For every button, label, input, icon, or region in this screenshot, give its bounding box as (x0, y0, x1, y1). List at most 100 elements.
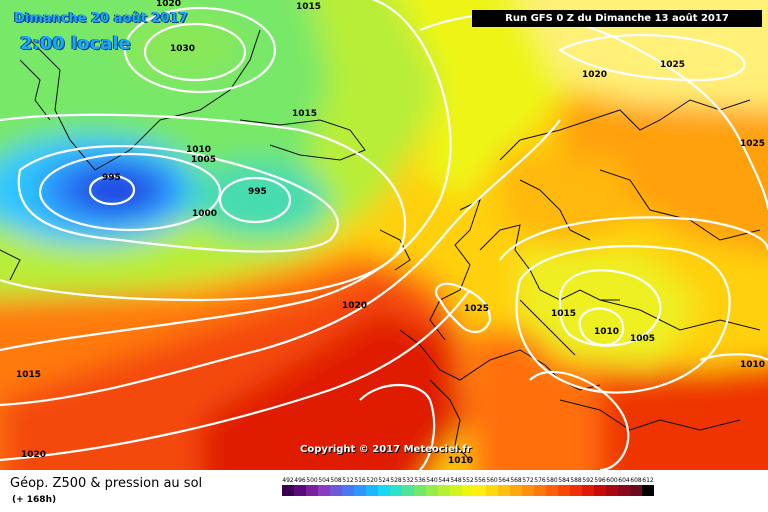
scale-cell: 516 (354, 476, 366, 496)
scale-swatch (594, 485, 606, 496)
scale-value: 612 (642, 477, 654, 484)
scale-swatch (570, 485, 582, 496)
scale-value: 596 (594, 477, 606, 484)
geopotential-field (0, 0, 768, 470)
scale-value: 576 (534, 477, 546, 484)
scale-swatch (306, 485, 318, 496)
scale-swatch (330, 485, 342, 496)
scale-cell: 580 (546, 476, 558, 496)
scale-cell: 552 (462, 476, 474, 496)
isobar-label: 1010 (594, 327, 620, 337)
scale-swatch (366, 485, 378, 496)
isobar-label: 1015 (296, 2, 322, 12)
scale-value: 572 (522, 477, 534, 484)
scale-cell: 600 (606, 476, 618, 496)
scale-swatch (390, 485, 402, 496)
scale-value: 600 (606, 477, 618, 484)
scale-cell: 604 (618, 476, 630, 496)
isobar-label: 1010 (740, 360, 766, 370)
scale-value: 580 (546, 477, 558, 484)
scale-cell: 544 (438, 476, 450, 496)
copyright-text: Copyright © 2017 Meteociel.fr (300, 444, 472, 455)
scale-swatch (606, 485, 618, 496)
isobar-label: 1030 (170, 44, 196, 54)
scale-value: 584 (558, 477, 570, 484)
scale-value: 608 (630, 477, 642, 484)
isobar-label: 1000 (192, 209, 218, 219)
scale-swatch (546, 485, 558, 496)
scale-cell: 592 (582, 476, 594, 496)
scale-swatch (498, 485, 510, 496)
scale-value: 512 (342, 477, 354, 484)
isobar-label: 1015 (292, 109, 318, 119)
scale-swatch (426, 485, 438, 496)
scale-value: 492 (282, 477, 294, 484)
scale-value: 604 (618, 477, 630, 484)
scale-cell: 496 (294, 476, 306, 496)
isobar-label: 1005 (630, 334, 656, 344)
scale-value: 520 (366, 477, 378, 484)
scale-swatch (354, 485, 366, 496)
lead-time: (+ 168h) (12, 495, 57, 505)
isobars (0, 0, 768, 470)
scale-value: 528 (390, 477, 402, 484)
scale-swatch (294, 485, 306, 496)
scale-swatch (342, 485, 354, 496)
local-time-title: 2:00 locale (20, 33, 131, 54)
scale-cell: 556 (474, 476, 486, 496)
scale-cell: 576 (534, 476, 546, 496)
scale-swatch (438, 485, 450, 496)
scale-cell: 524 (378, 476, 390, 496)
scale-value: 548 (450, 477, 462, 484)
map-graphic (0, 0, 768, 470)
scale-cell: 584 (558, 476, 570, 496)
isobar-label: 1010 (448, 456, 474, 466)
isobar-label: 995 (248, 187, 267, 197)
scale-value: 556 (474, 477, 486, 484)
scale-value: 532 (402, 477, 414, 484)
scale-cell: 508 (330, 476, 342, 496)
legend-bar: Géop. Z500 & pression au sol (+ 168h) 49… (0, 470, 768, 512)
scale-value: 552 (462, 477, 474, 484)
scale-cell: 504 (318, 476, 330, 496)
scale-swatch (462, 485, 474, 496)
scale-value: 568 (510, 477, 522, 484)
scale-value: 536 (414, 477, 426, 484)
scale-swatch (474, 485, 486, 496)
scale-cell: 492 (282, 476, 294, 496)
scale-cell: 608 (630, 476, 642, 496)
scale-value: 544 (438, 477, 450, 484)
scale-cell: 596 (594, 476, 606, 496)
isobar-label: 1010 (186, 145, 212, 155)
scale-swatch (642, 485, 654, 496)
scale-value: 524 (378, 477, 390, 484)
scale-value: 504 (318, 477, 330, 484)
scale-swatch (534, 485, 546, 496)
product-name: Géop. Z500 & pression au sol (10, 476, 203, 491)
scale-cell: 528 (390, 476, 402, 496)
scale-swatch (414, 485, 426, 496)
scale-swatch (510, 485, 522, 496)
isobar-label: 1020 (342, 301, 368, 311)
isobar-label: 1015 (16, 370, 42, 380)
scale-cell: 536 (414, 476, 426, 496)
isobar-label: 1020 (156, 0, 182, 9)
scale-swatch (618, 485, 630, 496)
scale-cell: 532 (402, 476, 414, 496)
scale-value: 496 (294, 477, 306, 484)
scale-cell: 560 (486, 476, 498, 496)
scale-value: 500 (306, 477, 318, 484)
scale-swatch (486, 485, 498, 496)
scale-value: 592 (582, 477, 594, 484)
isobar-label: 1005 (191, 155, 217, 165)
scale-value: 588 (570, 477, 582, 484)
scale-swatch (282, 485, 294, 496)
forecast-map: 1020 1015 1030 1015 1010 1005 995 995 10… (0, 0, 768, 470)
isobar-label: 995 (102, 173, 121, 183)
isobar-label: 1020 (21, 450, 47, 460)
scale-value: 560 (486, 477, 498, 484)
run-info-banner: Run GFS 0 Z du Dimanche 13 août 2017 (472, 10, 762, 27)
scale-cell: 572 (522, 476, 534, 496)
scale-swatch (450, 485, 462, 496)
scale-cell: 500 (306, 476, 318, 496)
